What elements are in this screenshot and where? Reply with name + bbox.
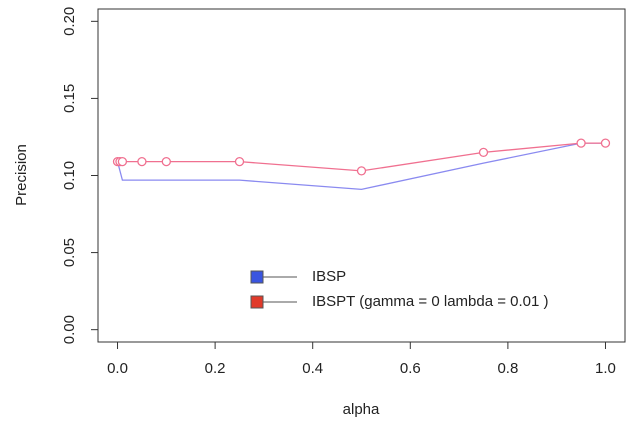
point: [234, 156, 245, 167]
point: [600, 138, 611, 148]
y-tick-label: 0.10: [61, 161, 78, 190]
point: [356, 166, 367, 176]
x-tick-label: 0.0: [107, 360, 128, 377]
point: [161, 156, 171, 167]
point: [137, 156, 147, 167]
legend-label: IBSP: [312, 268, 346, 285]
x-tick-label: 0.8: [497, 360, 518, 377]
point: [576, 138, 586, 148]
point: [117, 156, 128, 167]
x-tick-label: 0.4: [302, 360, 323, 377]
x-tick-label: 1.0: [595, 360, 616, 377]
y-tick-label: 0.20: [61, 7, 78, 36]
point: [478, 147, 489, 158]
legend-swatch: [250, 270, 264, 284]
x-tick-label: 0.6: [400, 360, 421, 377]
y-tick-label: 0.00: [61, 315, 78, 344]
y-tick-label: 0.05: [61, 238, 78, 267]
x-tick-label: 0.2: [205, 360, 226, 377]
y-axis-label: Precision: [13, 144, 30, 206]
x-axis-label: alpha: [343, 401, 380, 418]
legend-swatch: [250, 295, 264, 309]
y-tick-label: 0.15: [61, 84, 78, 113]
legend-label: IBSPT (gamma = 0 lambda = 0.01 ): [312, 293, 549, 310]
